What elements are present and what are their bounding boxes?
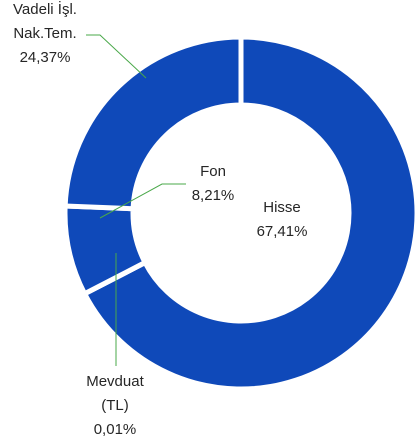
value-label: 24,37%	[19, 49, 71, 66]
value-label: 8,21%	[191, 187, 235, 204]
slice-label: Hisse 67,41%	[250, 196, 314, 244]
leader-line	[86, 34, 147, 79]
value-label: 67,41%	[256, 223, 308, 240]
slice-label: Fon 8,21%	[181, 160, 245, 208]
slice-label: Vadeli İşl. Nak.Tem. 24,37%	[0, 0, 90, 70]
category-label: Vadeli İşl. Nak.Tem.	[13, 1, 77, 42]
slice-label: Mevduat (TL) 0,01%	[80, 370, 150, 442]
arcs	[62, 34, 416, 392]
donut-slice	[81, 34, 416, 392]
leader-line	[99, 183, 186, 219]
category-label: Fon	[200, 163, 226, 180]
donut-slice	[62, 34, 244, 212]
category-label: Hisse	[263, 199, 301, 216]
value-label: 0,01%	[93, 421, 137, 438]
category-label: Mevduat (TL)	[86, 373, 144, 414]
